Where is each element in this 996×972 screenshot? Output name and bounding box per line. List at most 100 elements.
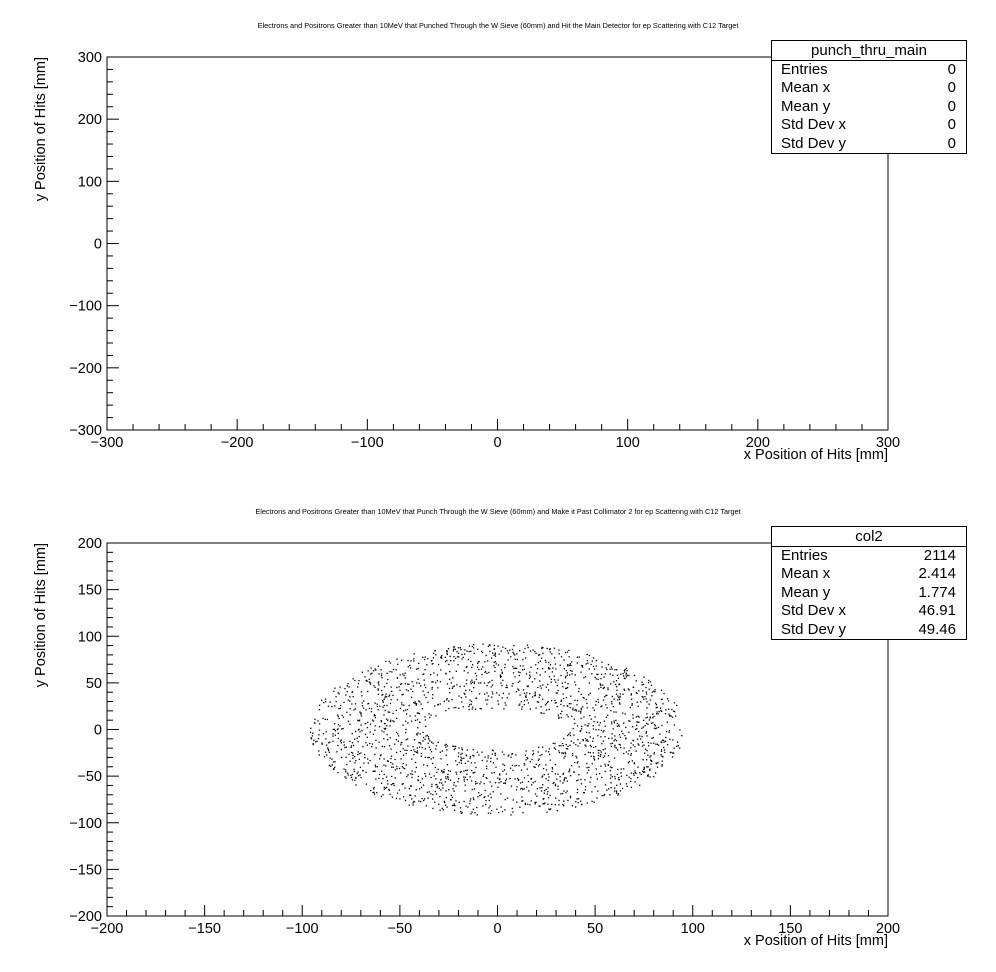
hit-point <box>673 747 675 749</box>
hit-point <box>422 784 425 786</box>
hit-point <box>618 734 621 736</box>
hit-point <box>471 780 473 782</box>
hit-point <box>470 762 473 764</box>
hit-point <box>482 775 484 778</box>
hit-point <box>478 754 480 756</box>
hit-point <box>541 646 543 649</box>
hit-point <box>609 668 611 670</box>
hit-point <box>486 767 488 770</box>
hit-point <box>371 746 373 748</box>
hit-point <box>377 688 379 690</box>
hit-point <box>649 768 651 770</box>
hit-point <box>458 656 460 658</box>
hit-point <box>360 713 362 715</box>
hit-point <box>441 807 443 810</box>
hit-point <box>583 697 585 699</box>
hit-point <box>413 660 415 662</box>
hit-point <box>614 735 616 737</box>
hit-point <box>529 761 531 763</box>
hit-point <box>474 781 477 783</box>
hit-point <box>444 781 446 783</box>
hit-point <box>603 720 605 722</box>
hit-point <box>503 753 505 756</box>
hit-point <box>535 801 537 803</box>
hit-point <box>625 783 627 785</box>
hit-point <box>349 714 351 716</box>
hit-point <box>525 694 527 696</box>
hit-point <box>633 774 635 776</box>
stats-row: Std Dev y 49.46 <box>772 621 966 639</box>
hit-point <box>342 727 344 730</box>
hit-point <box>636 721 638 723</box>
hit-point <box>460 759 462 761</box>
hit-point <box>646 735 648 737</box>
hit-point <box>565 777 567 779</box>
hit-point <box>534 650 536 653</box>
hit-point <box>661 764 663 766</box>
hit-point <box>592 740 594 742</box>
hit-point <box>452 648 455 651</box>
hit-point <box>436 674 439 676</box>
hit-point <box>334 766 336 769</box>
hit-point <box>479 783 481 785</box>
hit-point <box>453 784 455 786</box>
hit-point <box>567 799 569 802</box>
hit-point <box>547 791 549 793</box>
hit-point <box>469 689 471 691</box>
stats-row: Entries 2114 <box>772 547 966 565</box>
hit-point <box>518 689 520 691</box>
hit-point <box>419 701 421 703</box>
hit-point <box>503 782 505 784</box>
hit-point <box>525 750 527 752</box>
hit-point <box>351 703 353 705</box>
hit-point <box>408 804 410 806</box>
hit-point <box>478 693 481 695</box>
hit-point <box>455 706 457 709</box>
hit-point <box>384 695 387 697</box>
hit-point <box>670 751 672 754</box>
hit-point <box>517 778 520 781</box>
hit-point <box>429 740 431 742</box>
x-axis-label: x Position of Hits [mm] <box>744 933 888 949</box>
hit-point <box>374 770 376 772</box>
hit-point <box>410 785 413 787</box>
hit-point <box>340 756 343 759</box>
hit-point <box>453 685 456 687</box>
hit-point <box>673 752 675 754</box>
hit-point <box>613 711 615 713</box>
hit-point <box>454 809 456 812</box>
hit-point <box>626 674 629 676</box>
hit-point <box>543 712 545 715</box>
hit-point <box>381 694 383 696</box>
hit-point <box>563 737 565 740</box>
hit-point <box>614 744 616 747</box>
hit-point <box>599 772 601 775</box>
hit-point <box>361 695 363 697</box>
hit-point <box>531 784 533 786</box>
hit-point <box>547 773 549 775</box>
hit-point <box>581 666 584 668</box>
hit-point <box>444 744 446 746</box>
hit-point <box>493 648 496 650</box>
hit-point <box>643 744 645 746</box>
hit-point <box>529 676 532 678</box>
hit-point <box>414 719 417 722</box>
hit-point <box>558 804 560 806</box>
hit-point <box>533 695 536 697</box>
hit-point <box>407 690 409 692</box>
hit-point <box>351 732 353 735</box>
hit-point <box>327 747 329 749</box>
hit-point <box>605 704 607 706</box>
hit-point <box>489 681 491 683</box>
hit-point <box>618 696 620 699</box>
hit-point <box>501 684 503 687</box>
hit-point <box>539 685 542 687</box>
hit-point <box>529 804 531 806</box>
hit-point <box>453 645 455 648</box>
hit-point <box>551 653 553 655</box>
hit-point <box>572 754 574 757</box>
hit-point <box>463 770 465 772</box>
hit-point <box>583 792 586 794</box>
hit-point <box>404 720 407 722</box>
hit-point <box>618 776 620 779</box>
